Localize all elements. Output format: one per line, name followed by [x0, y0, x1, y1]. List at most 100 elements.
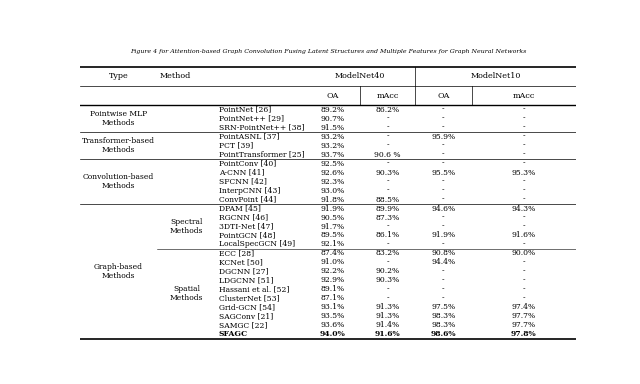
Text: 95.3%: 95.3% — [512, 169, 536, 177]
Text: Hassani et al. [52]: Hassani et al. [52] — [219, 285, 289, 293]
Text: PCT [39]: PCT [39] — [219, 142, 253, 150]
Text: -: - — [386, 187, 389, 195]
Text: -: - — [442, 222, 445, 230]
Text: -: - — [442, 240, 445, 248]
Text: -: - — [442, 276, 445, 285]
Text: ModelNet40: ModelNet40 — [335, 73, 385, 80]
Text: 95.9%: 95.9% — [431, 132, 456, 141]
Text: ClusterNet [53]: ClusterNet [53] — [219, 295, 280, 302]
Text: ModelNet10: ModelNet10 — [470, 73, 520, 80]
Text: 92.2%: 92.2% — [321, 267, 345, 275]
Text: -: - — [386, 222, 389, 230]
Text: -: - — [523, 276, 525, 285]
Text: LocalSpecGCN [49]: LocalSpecGCN [49] — [219, 240, 295, 248]
Text: 91.5%: 91.5% — [321, 124, 345, 132]
Text: 92.5%: 92.5% — [321, 160, 345, 167]
Text: 94.4%: 94.4% — [431, 258, 456, 266]
Text: PointConv [40]: PointConv [40] — [219, 160, 276, 167]
Text: Convolution-based
Methods: Convolution-based Methods — [83, 173, 154, 190]
Text: -: - — [442, 160, 445, 167]
Text: 91.3%: 91.3% — [376, 303, 399, 311]
Text: -: - — [386, 124, 389, 132]
Text: 90.0%: 90.0% — [512, 250, 536, 257]
Text: -: - — [386, 132, 389, 141]
Text: -: - — [442, 142, 445, 150]
Text: 91.9%: 91.9% — [431, 232, 456, 240]
Text: InterpCNN [43]: InterpCNN [43] — [219, 187, 280, 195]
Text: -: - — [523, 187, 525, 195]
Text: 91.6%: 91.6% — [374, 330, 401, 338]
Text: OA: OA — [327, 92, 339, 99]
Text: 93.2%: 93.2% — [321, 142, 345, 150]
Text: 94.0%: 94.0% — [320, 330, 346, 338]
Text: ECC [28]: ECC [28] — [219, 250, 254, 257]
Text: Grid-GCN [54]: Grid-GCN [54] — [219, 303, 275, 311]
Text: 94.3%: 94.3% — [512, 205, 536, 212]
Text: Method: Method — [159, 73, 191, 80]
Text: -: - — [442, 106, 445, 114]
Text: OA: OA — [437, 92, 449, 99]
Text: -: - — [442, 177, 445, 185]
Text: 90.5%: 90.5% — [321, 214, 345, 222]
Text: 90.8%: 90.8% — [431, 250, 456, 257]
Text: SAMGC [22]: SAMGC [22] — [219, 321, 268, 329]
Text: 94.6%: 94.6% — [431, 205, 456, 212]
Text: RGCNN [46]: RGCNN [46] — [219, 214, 268, 222]
Text: 3DTI-Net [47]: 3DTI-Net [47] — [219, 222, 273, 230]
Text: -: - — [442, 285, 445, 293]
Text: DGCNN [27]: DGCNN [27] — [219, 267, 268, 275]
Text: -: - — [523, 240, 525, 248]
Text: 91.9%: 91.9% — [321, 205, 345, 212]
Text: 83.2%: 83.2% — [376, 250, 399, 257]
Text: 93.5%: 93.5% — [321, 312, 345, 320]
Text: -: - — [386, 177, 389, 185]
Text: -: - — [523, 142, 525, 150]
Text: -: - — [523, 132, 525, 141]
Text: Graph-based
Methods: Graph-based Methods — [94, 263, 143, 280]
Text: 90.3%: 90.3% — [376, 169, 399, 177]
Text: -: - — [523, 258, 525, 266]
Text: SFAGC: SFAGC — [219, 330, 248, 338]
Text: Pointwise MLP
Methods: Pointwise MLP Methods — [90, 110, 147, 127]
Text: -: - — [442, 267, 445, 275]
Text: A-CNN [41]: A-CNN [41] — [219, 169, 264, 177]
Text: -: - — [386, 295, 389, 302]
Text: -: - — [386, 240, 389, 248]
Text: 93.0%: 93.0% — [321, 187, 345, 195]
Text: -: - — [442, 295, 445, 302]
Text: PointTransformer [25]: PointTransformer [25] — [219, 151, 305, 159]
Text: 89.1%: 89.1% — [321, 285, 345, 293]
Text: 98.6%: 98.6% — [431, 330, 456, 338]
Text: 87.1%: 87.1% — [321, 295, 345, 302]
Text: 97.5%: 97.5% — [431, 303, 456, 311]
Text: PointGCN [48]: PointGCN [48] — [219, 232, 275, 240]
Text: -: - — [523, 285, 525, 293]
Text: 92.9%: 92.9% — [321, 276, 345, 285]
Text: mAcc: mAcc — [513, 92, 535, 99]
Text: 98.3%: 98.3% — [431, 321, 456, 329]
Text: 97.7%: 97.7% — [512, 321, 536, 329]
Text: PointASNL [37]: PointASNL [37] — [219, 132, 280, 141]
Text: PointNet++ [29]: PointNet++ [29] — [219, 115, 284, 123]
Text: Transformer-based
Methods: Transformer-based Methods — [82, 137, 155, 154]
Text: -: - — [442, 187, 445, 195]
Text: -: - — [386, 115, 389, 123]
Text: 90.2%: 90.2% — [376, 267, 399, 275]
Text: 93.7%: 93.7% — [321, 151, 345, 159]
Text: Type: Type — [109, 73, 128, 80]
Text: -: - — [442, 151, 445, 159]
Text: -: - — [442, 124, 445, 132]
Text: 90.6 %: 90.6 % — [374, 151, 401, 159]
Text: -: - — [523, 124, 525, 132]
Text: LDGCNN [51]: LDGCNN [51] — [219, 276, 273, 285]
Text: ConvPoint [44]: ConvPoint [44] — [219, 195, 276, 204]
Text: -: - — [523, 160, 525, 167]
Text: 91.0%: 91.0% — [321, 258, 345, 266]
Text: -: - — [386, 258, 389, 266]
Text: Spectral
Methods: Spectral Methods — [170, 218, 204, 235]
Text: 90.3%: 90.3% — [376, 276, 399, 285]
Text: 97.8%: 97.8% — [511, 330, 537, 338]
Text: 87.3%: 87.3% — [376, 214, 399, 222]
Text: -: - — [523, 267, 525, 275]
Text: -: - — [386, 142, 389, 150]
